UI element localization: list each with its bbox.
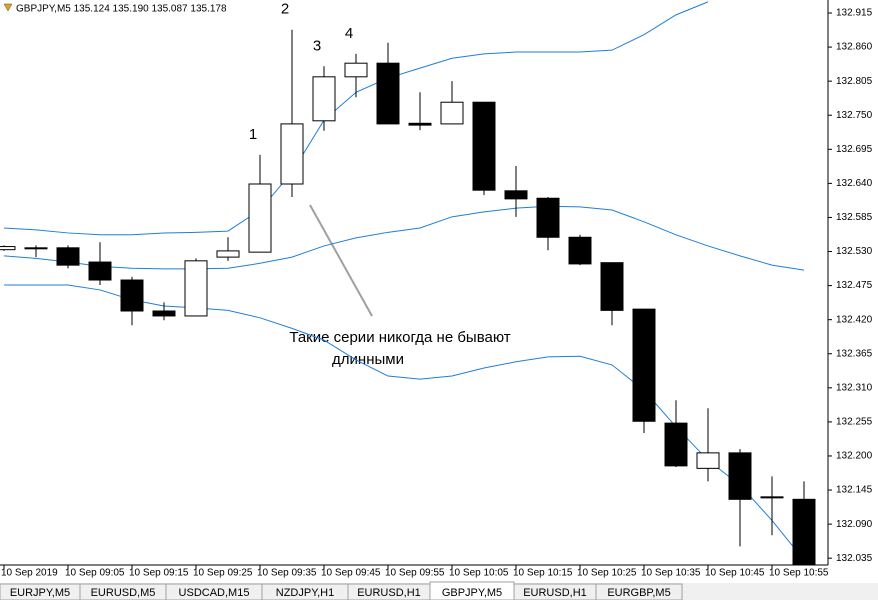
candle-body [568,236,592,265]
candle-body [632,308,656,422]
tab-label[interactable]: EURUSD,H1 [523,587,587,599]
y-tick-label: 132.475 [836,280,873,291]
x-tick-label: 10 Sep 2019 [1,568,58,579]
candle-body [312,76,336,122]
y-tick-label: 132.365 [836,348,873,359]
y-tick-label: 132.420 [836,314,873,325]
annotation: 1 [249,126,257,143]
candle-body [600,262,624,311]
tab-label[interactable]: EURUSD,M5 [91,587,156,599]
y-tick-label: 132.695 [836,144,873,155]
candle-body [152,310,176,317]
annotation: 2 [281,1,289,18]
candle-body [664,422,688,467]
y-tick-label: 132.530 [836,246,873,257]
x-tick-label: 10 Sep 10:45 [705,568,765,579]
x-tick-label: 10 Sep 10:35 [641,568,701,579]
x-tick-label: 10 Sep 10:05 [449,568,509,579]
tab-label[interactable]: EURGBP,M5 [607,587,670,599]
candle-body [24,247,48,250]
annotation: 4 [345,25,353,42]
tab-label[interactable]: NZDJPY,H1 [276,587,334,599]
candle-body [120,279,144,312]
y-tick-label: 132.145 [836,485,873,496]
y-tick-label: 132.805 [836,76,873,87]
candle-body [56,247,80,266]
x-tick-label: 10 Sep 09:45 [321,568,381,579]
tab-label[interactable]: EURUSD,H1 [357,587,421,599]
candle-body [696,452,720,469]
tab-label[interactable]: GBPJPY,M5 [442,587,502,599]
y-tick-label: 132.090 [836,519,873,530]
symbol-icon [3,3,13,12]
candle-body [760,496,784,499]
candle-body [216,250,240,258]
tab[interactable] [595,583,683,600]
candle-body [504,190,528,200]
candle-body [536,197,560,238]
candle-body [408,122,432,126]
y-tick-label: 132.310 [836,382,873,393]
x-tick-label: 10 Sep 09:35 [257,568,317,579]
x-tick-label: 10 Sep 10:15 [513,568,573,579]
candle-body [440,101,464,125]
x-tick-label: 10 Sep 09:55 [385,568,445,579]
y-tick-label: 132.860 [836,42,873,53]
x-tick-label: 10 Sep 10:55 [769,568,829,579]
y-tick-label: 132.640 [836,178,873,189]
note-line: Такие серии никогда не бывают [289,329,510,346]
candle-body [376,62,400,125]
band-line [3,205,805,271]
x-tick-label: 10 Sep 09:15 [129,568,189,579]
x-tick-label: 10 Sep 09:25 [193,568,253,579]
candle-body [0,246,16,251]
y-tick-label: 132.750 [836,110,873,121]
candle-body [728,452,752,500]
y-tick-label: 132.585 [836,212,873,223]
x-tick-label: 10 Sep 10:25 [577,568,637,579]
annotation: 3 [313,37,321,54]
candle-body [344,62,368,78]
y-tick-label: 132.035 [836,553,873,564]
candle-body [472,101,496,191]
x-tick-label: 10 Sep 09:05 [65,568,125,579]
candle-body [280,123,304,185]
candle-body [248,183,272,253]
arrow-line [309,204,373,317]
candle-body [88,261,112,281]
tab-label[interactable]: EURJPY,M5 [10,587,70,599]
y-tick-label: 132.915 [836,8,873,19]
candle-body [792,498,816,565]
y-tick-label: 132.200 [836,451,873,462]
y-tick-label: 132.255 [836,417,873,428]
candle-body [184,260,208,317]
tab-label[interactable]: USDCAD,M15 [179,587,250,599]
chart-title: GBPJPY,M5 135.124 135.190 135.087 135.17… [16,4,227,15]
note-line: длинными [332,351,404,368]
plot-area [0,1,816,565]
